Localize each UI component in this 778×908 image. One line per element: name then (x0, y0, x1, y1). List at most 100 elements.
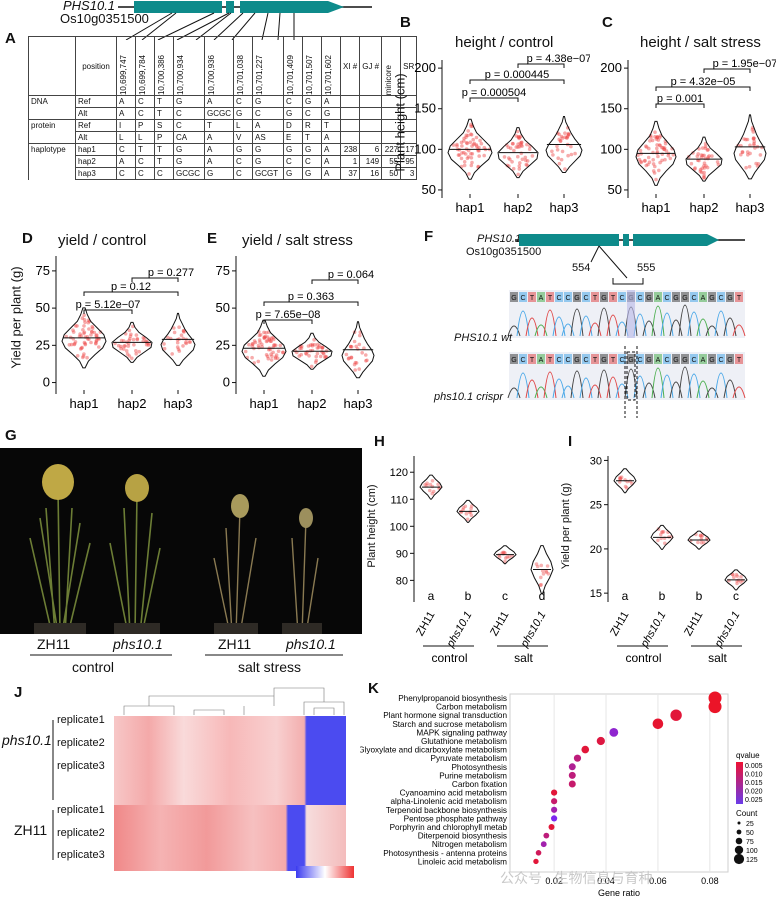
violin-ZH11-dot (504, 556, 508, 560)
violin-hap1-dot (637, 157, 642, 162)
y-tick-label: 50 (216, 300, 230, 315)
wt-peak (507, 325, 521, 337)
cr-peak (642, 382, 656, 399)
violin-hap1-dot (469, 124, 473, 129)
violin-hap2-dot (700, 166, 704, 171)
violin-ZH11-dot (503, 551, 507, 555)
violin-hap1-dot (269, 352, 273, 356)
k-dot (548, 824, 555, 830)
violin-hap1-dot (459, 156, 464, 161)
pvalue-bracket (263, 301, 359, 306)
wt-base-letter: T (593, 295, 598, 302)
violin-hap3-dot (349, 344, 353, 349)
violin-phs10.1-dot (534, 562, 539, 566)
violin-hap3-dot (551, 153, 555, 157)
violin-ZH11-dot (698, 533, 703, 538)
violin-hap1-dot (94, 341, 98, 345)
y-tick-label: 200 (600, 60, 622, 75)
pvalue-label: p = 1.95e−07 (713, 58, 776, 70)
haplotype-row: DNA Ref A C T G A C G C G A (28, 95, 418, 108)
cr-base-letter: T (611, 357, 616, 364)
wt-label: PHS10.1 wt (454, 332, 513, 344)
violin-hap1-dot (265, 335, 270, 339)
k-dot (551, 806, 558, 813)
violin-hap3-dot (349, 356, 354, 360)
violin-hap2-dot (131, 337, 136, 342)
group-letter: b (659, 589, 666, 603)
violin-hap2-dot (320, 346, 325, 350)
x-tick-label: hap1 (250, 396, 279, 410)
wt-base (726, 292, 734, 302)
k-dot (568, 771, 576, 779)
violin-hap1-dot (89, 340, 93, 345)
violin-hap3-dot (358, 333, 362, 338)
violin-hap2-dot (702, 170, 706, 175)
wt-base-letter: C (583, 295, 588, 302)
violin-hap1-dot (90, 330, 94, 334)
haplotype-row: hap2 A C T G A C G C C A 1 149 55 95 (28, 155, 418, 168)
violin-hap1-dot (469, 132, 473, 136)
wt-base-letter: A (539, 295, 544, 302)
cr-base (546, 354, 554, 364)
violin-hap2-dot (689, 161, 694, 166)
violin-hap1-dot (464, 141, 469, 145)
violin-hap1-dot (253, 340, 258, 345)
x-tick-label: phs10.1 (712, 610, 742, 651)
pvalue-label: p = 0.064 (328, 269, 374, 281)
violin-hap3-dot (558, 139, 563, 143)
violin-hap3-dot (744, 165, 748, 170)
violin-ZH11-dot (696, 540, 700, 545)
violin-hap3-dot (752, 141, 756, 146)
cr-peak (507, 387, 521, 399)
violin-hap1-dot (455, 144, 459, 148)
wt-base-letter: C (556, 295, 561, 302)
violin-hap3-dot (748, 151, 752, 156)
wt-base (654, 292, 662, 302)
cr-base-letter: C (664, 357, 669, 364)
violin-hap1-dot (465, 141, 469, 146)
y-tick-label: 20 (590, 544, 602, 556)
violin-hap1-dot (657, 135, 662, 140)
violin-hap1-dot (464, 135, 468, 140)
cr-base (681, 354, 689, 364)
violin-hap3-dot (557, 161, 562, 166)
position-header: position (75, 36, 117, 96)
violin-hap1-dot (464, 133, 469, 138)
cr-base-letter: T (548, 357, 553, 364)
panel-c-title: height / salt stress (640, 34, 761, 51)
k-term-label: MAPK signaling pathway (416, 728, 507, 737)
violin-hap1-dot (82, 318, 87, 322)
j-group-zh11: ZH11 (14, 822, 48, 838)
cr-base (555, 354, 563, 364)
violin-hap2-dot (525, 159, 530, 163)
violin-hap1-dot (460, 144, 464, 148)
violin-hap2-dot (520, 157, 525, 162)
violin-hap1-dot (81, 355, 85, 360)
violin-hap3-dot (555, 144, 559, 149)
violin-hap1-dot (455, 142, 459, 147)
violin-ZH11-violin (419, 474, 443, 500)
violin-hap2-dot (511, 166, 516, 171)
pvalue-bracket (83, 309, 133, 314)
cr-base (690, 354, 698, 364)
violin-hap1-dot (466, 155, 471, 159)
violin-hap2-dot (525, 142, 529, 147)
cr-base-letter: G (628, 357, 633, 364)
k-dot (573, 754, 582, 762)
violin-hap2-dot (315, 351, 320, 356)
wt-base (573, 292, 581, 302)
violin-hap1-violin (635, 120, 677, 186)
y-tick-label: 25 (36, 337, 50, 352)
violin-phs10.1-dot (735, 574, 739, 578)
y-tick-label: 50 (422, 182, 436, 197)
violin-hap1-dot (653, 130, 657, 134)
violin-phs10.1-dot (469, 506, 473, 511)
violin-hap3-dot (563, 135, 567, 139)
violin-hap3-dot (357, 367, 361, 371)
panel-f-label: F (424, 228, 434, 245)
pvalue-label: p = 0.363 (288, 291, 334, 303)
violin-hap2-dot (698, 167, 703, 172)
violin-hap1-dot (72, 342, 77, 347)
violin-hap3-dot (566, 153, 570, 158)
pvalue-bracket (469, 97, 519, 102)
